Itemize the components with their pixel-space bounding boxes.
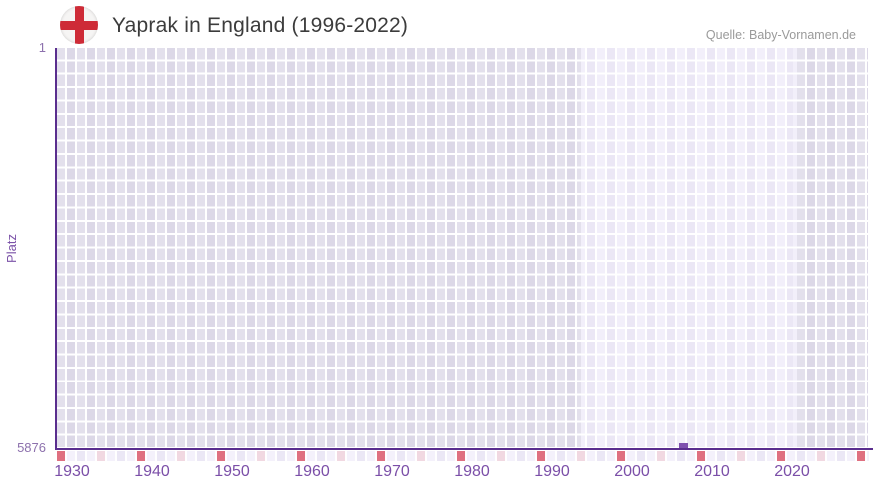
x-tick-label: 1990 — [534, 463, 570, 480]
x-axis-tick-labels: 1930 1940 1950 1960 1970 1980 1990 2000 2010 2020 — [54, 463, 869, 485]
x-tick-label: 1940 — [134, 463, 170, 480]
plot-area[interactable] — [57, 48, 868, 449]
page-title: Yaprak in England (1996-2022) — [112, 14, 409, 37]
x-tick-label: 1980 — [454, 463, 490, 480]
x-tick-label: 1930 — [54, 463, 90, 480]
y-axis-title-text: Platz — [3, 234, 19, 263]
data-period-highlight-band — [581, 48, 797, 449]
x-axis-line — [55, 448, 873, 450]
x-tick-label: 1970 — [374, 463, 410, 480]
y-axis-title: Platz — [2, 48, 20, 449]
x-tick-label: 2000 — [614, 463, 650, 480]
y-axis-line — [55, 48, 57, 450]
flag-cross-vertical — [74, 6, 84, 44]
england-flag-icon — [60, 6, 98, 44]
source-attribution: Quelle: Baby-Vornamen.de — [705, 28, 856, 42]
data-point-marker[interactable] — [679, 443, 688, 448]
y-axis-bottom-tick-label: 5876 — [17, 440, 46, 455]
x-tick-label: 2020 — [774, 463, 810, 480]
x-tick-label: 1960 — [294, 463, 330, 480]
decade-tick-strip — [57, 451, 869, 461]
x-tick-label: 2010 — [694, 463, 730, 480]
x-tick-label: 1950 — [214, 463, 250, 480]
y-axis-top-tick-label: 1 — [38, 40, 46, 55]
